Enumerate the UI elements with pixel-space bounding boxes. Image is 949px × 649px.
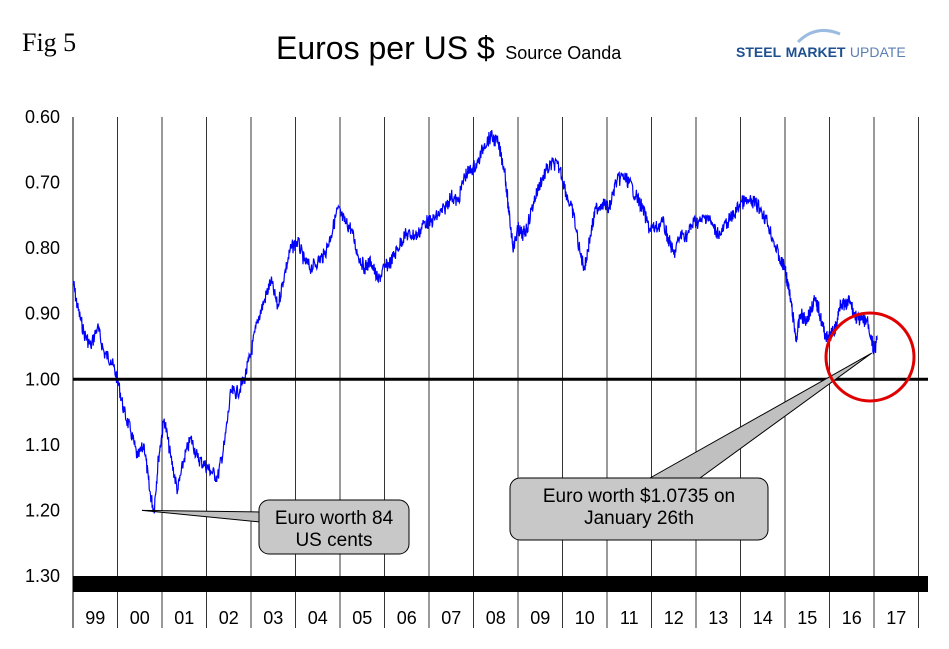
series-line [72, 129, 878, 514]
callout-text: Euro worth $1.0735 on [543, 486, 735, 507]
x-category-label: 99 [85, 608, 105, 628]
y-tick-label: 0.70 [25, 173, 60, 193]
x-category-label: 12 [664, 608, 684, 628]
chart-title: Euros per US $ [276, 30, 495, 66]
x-category-label: 11 [620, 608, 639, 628]
callout-box [509, 477, 769, 541]
x-category-label: 10 [575, 608, 595, 628]
x-category-label: 09 [530, 608, 550, 628]
logo-steel-text: STEEL [736, 44, 782, 60]
callout-text: January 26th [584, 508, 694, 529]
highlight-circle [824, 311, 916, 403]
y-axis-ticks: 0.60 0.70 0.80 0.90 1.00 1.10 1.20 1.30 [25, 107, 60, 586]
y-tick-label: 0.80 [25, 238, 60, 258]
x-category-label: 05 [352, 608, 372, 628]
logo-market-text: MARKET [785, 44, 846, 60]
x-category-label: 03 [263, 608, 283, 628]
x-category-label: 06 [397, 608, 417, 628]
logo-update-text: UPDATE [849, 44, 906, 60]
y-tick-label: 1.10 [25, 435, 60, 455]
callout-pointer [141, 509, 261, 523]
x-category-label: 02 [219, 608, 239, 628]
x-category-label: 07 [441, 608, 461, 628]
callout-box [258, 499, 410, 555]
figure-label: Fig 5 [22, 28, 77, 57]
logo-swoosh-icon [796, 28, 841, 44]
y-tick-label: 1.30 [25, 566, 60, 586]
steel-market-update-logo: STEEL MARKET UPDATE [736, 28, 906, 62]
x-category-label: 00 [130, 608, 150, 628]
x-category-label: 08 [486, 608, 506, 628]
x-category-label: 13 [708, 608, 728, 628]
x-category-label: 15 [797, 608, 817, 628]
y-tick-label: 0.90 [25, 304, 60, 324]
x-category-label: 16 [842, 608, 862, 628]
chart-subtitle: Source Oanda [505, 43, 622, 63]
callout-text: US cents [295, 530, 372, 551]
chart-title-block: Euros per US $ Source Oanda [276, 30, 621, 67]
y-tick-label: 0.60 [25, 107, 60, 127]
vertical-gridlines [72, 117, 919, 628]
y-tick-label: 1.20 [25, 500, 60, 520]
x-category-label: 14 [753, 608, 773, 628]
x-category-label: 04 [308, 608, 328, 628]
y-tick-label: 1.00 [25, 369, 60, 389]
x-category-label: 17 [886, 608, 906, 628]
callout-text: Euro worth 84 [275, 508, 394, 529]
x-category-label: 01 [174, 608, 194, 628]
callout-pointer [648, 352, 873, 479]
bottom-axis-bar [73, 576, 928, 592]
x-axis-categories: 99 00 01 02 03 04 05 06 07 08 09 10 11 12 13 14 15 16 17 [85, 608, 906, 628]
